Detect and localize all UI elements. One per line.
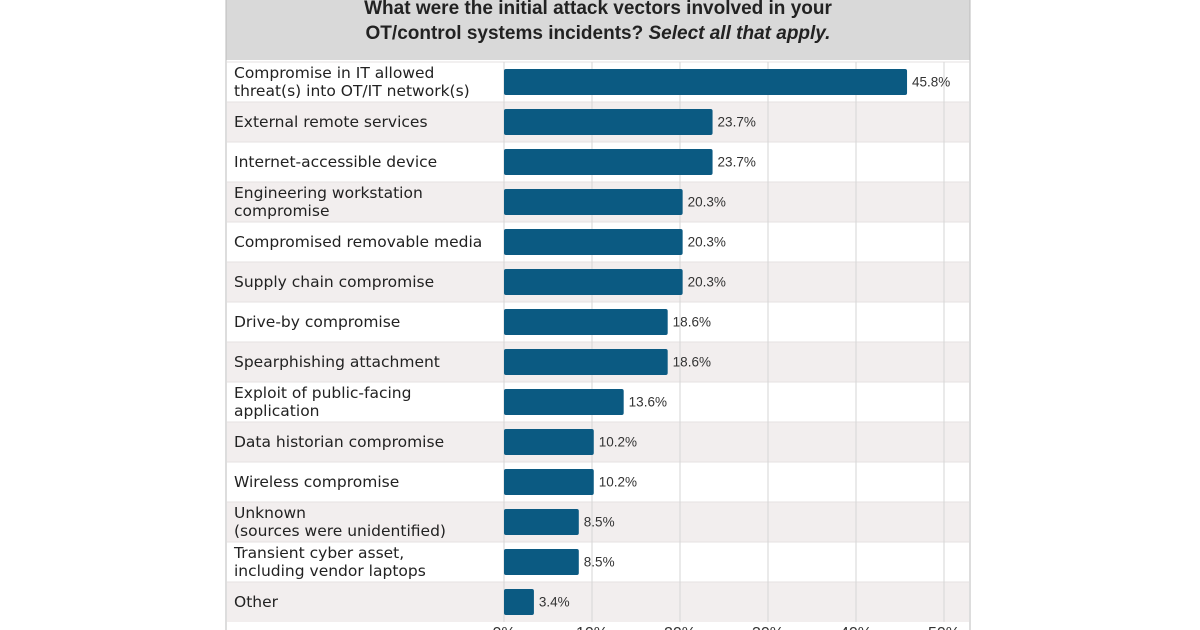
bar — [504, 109, 713, 135]
y-tick-label: Engineering workstation compromise — [234, 184, 423, 220]
bar — [504, 349, 668, 375]
value-label: 45.8% — [912, 75, 950, 90]
x-tick-label: 0% — [492, 625, 515, 630]
bar — [504, 69, 908, 95]
title-text: What were the initial attack vectors inv… — [364, 0, 832, 44]
bar — [504, 229, 683, 255]
row-stripe — [227, 582, 969, 622]
y-tick-label: Exploit of public-facing application — [234, 384, 412, 420]
bar — [504, 469, 594, 495]
y-tick-label: Other — [234, 593, 279, 611]
y-tick-label: Transient cyber asset, including vendor … — [234, 544, 426, 580]
value-label: 3.4% — [539, 595, 570, 610]
value-label: 13.6% — [629, 395, 667, 410]
y-tick-label: Compromised removable media — [234, 233, 483, 251]
bar — [504, 509, 579, 535]
x-tick-label: 30% — [752, 625, 784, 630]
bar — [504, 589, 534, 615]
y-tick-label: Drive-by compromise — [234, 313, 401, 331]
value-label: 18.6% — [673, 355, 711, 370]
bar — [504, 269, 683, 295]
value-label: 8.5% — [584, 515, 615, 530]
row-stripe — [227, 502, 969, 542]
value-label: 10.2% — [599, 475, 637, 490]
y-tick-label: Compromise in IT allowed threat(s) into … — [234, 64, 470, 100]
x-tick-label: 20% — [664, 625, 696, 630]
value-label: 18.6% — [673, 315, 711, 330]
bar — [504, 149, 713, 175]
bar — [504, 429, 594, 455]
value-label: 20.3% — [688, 195, 726, 210]
bar — [504, 549, 579, 575]
y-tick-label: Spearphishing attachment — [234, 353, 440, 371]
y-tick-label: Unknown (sources were unidentified) — [234, 504, 446, 540]
x-tick-label: 10% — [576, 625, 608, 630]
y-tick-label: Data historian compromise — [234, 433, 445, 451]
bar — [504, 389, 624, 415]
y-tick-label: Supply chain compromise — [234, 273, 435, 291]
chart-title: What were the initial attack vectors inv… — [226, 0, 970, 60]
value-label: 10.2% — [599, 435, 637, 450]
value-label: 20.3% — [688, 275, 726, 290]
value-label: 23.7% — [718, 155, 756, 170]
title-band — [226, 0, 970, 60]
x-tick-label: 40% — [840, 625, 872, 630]
x-tick-label: 50% — [928, 625, 960, 630]
y-tick-label: Internet-accessible device — [234, 153, 438, 171]
value-label: 23.7% — [718, 115, 756, 130]
row-stripe — [227, 422, 969, 462]
subtitle: Select all that apply. — [648, 23, 831, 44]
bar — [504, 309, 668, 335]
bar — [504, 189, 683, 215]
y-tick-label: External remote services — [234, 113, 428, 131]
value-label: 20.3% — [688, 235, 726, 250]
value-label: 8.5% — [584, 555, 615, 570]
y-tick-label: Wireless compromise — [234, 473, 400, 491]
